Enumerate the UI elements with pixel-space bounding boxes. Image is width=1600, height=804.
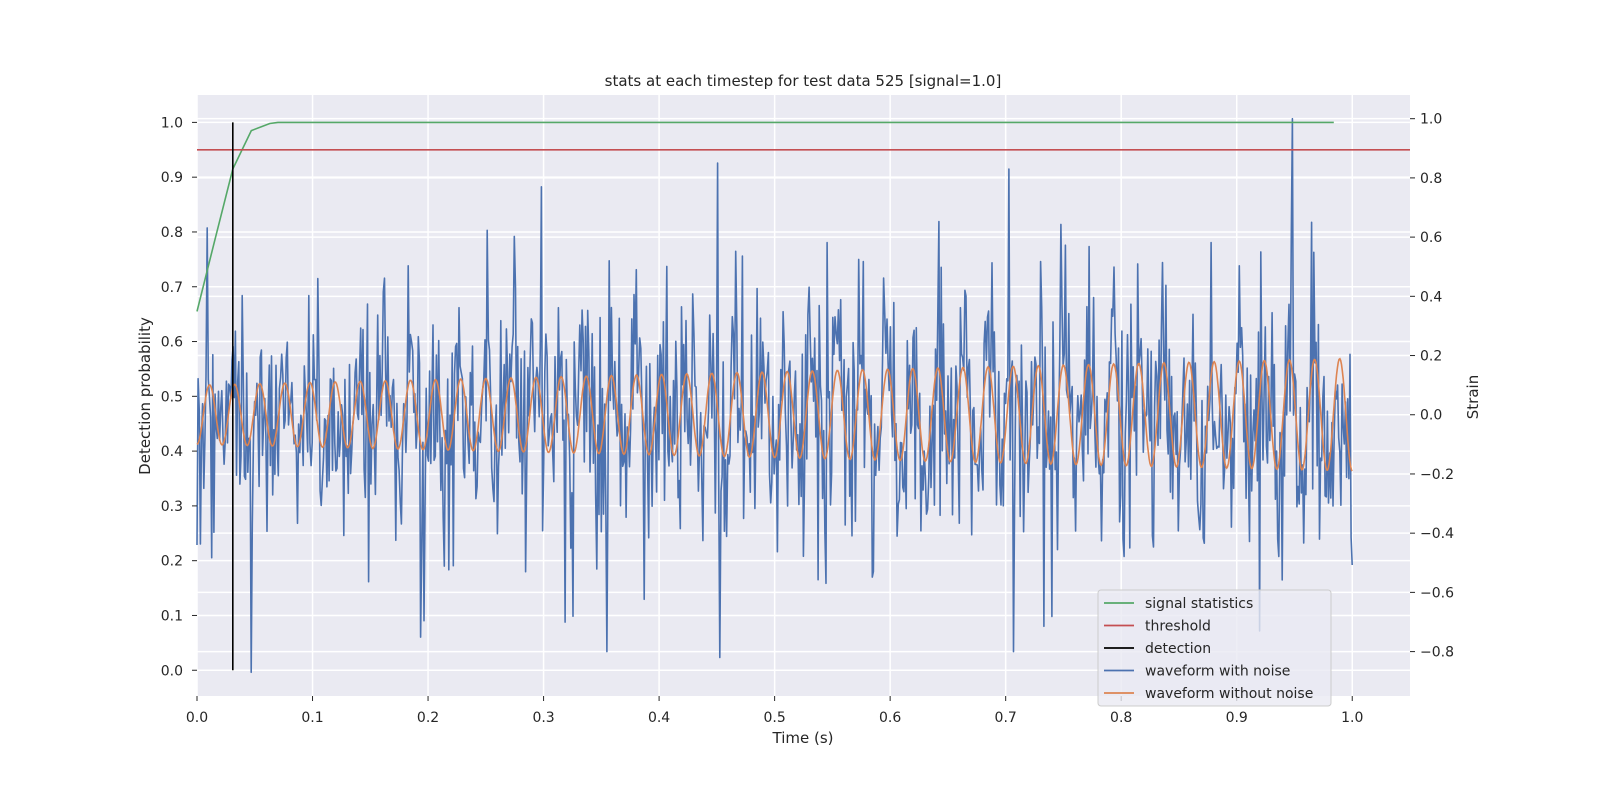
legend-label: waveform with noise [1145,664,1290,680]
x-tick-label: 0.1 [301,710,323,726]
x-tick-label: 0.5 [763,710,785,726]
y-left-tick-label: 0.2 [161,554,183,570]
x-tick-label: 0.6 [879,710,901,726]
right-y-axis-label: Strain [1464,375,1482,419]
legend-label: detection [1145,641,1211,657]
y-left-tick-label: 0.7 [161,280,183,296]
y-left-tick-label: 0.4 [161,444,183,460]
left-y-axis-label: Detection probability [136,317,154,475]
x-tick-label: 0.0 [186,710,208,726]
legend-label: threshold [1145,619,1211,635]
y-left-tick-label: 0.8 [161,225,183,241]
y-left-tick-label: 0.3 [161,499,183,515]
chart-title: stats at each timestep for test data 525… [605,72,1002,90]
x-tick-label: 0.9 [1226,710,1248,726]
y-right-tick-label: 1.0 [1420,112,1442,128]
x-tick-label: 0.8 [1110,710,1132,726]
signal-statistics-line [196,121,1334,312]
y-right-tick-label: 0.8 [1420,171,1442,187]
legend-frame [1097,589,1332,707]
y-left-tick-label: 1.0 [161,115,183,131]
x-tick-label: 0.2 [417,710,439,726]
x-tick-label: 1.0 [1341,710,1363,726]
legend-label: waveform without noise [1145,686,1313,702]
x-tick-label: 0.7 [995,710,1017,726]
legend: signal statistics threshold detection wavef… [1097,589,1332,707]
y-left-tick-label: 0.0 [161,663,183,679]
y-left-tick-label: 0.9 [161,170,183,186]
axes: 0.0 0.1 0.2 0.3 0.4 0.5 0.6 0.7 0.8 0.9 1.0 0.0 0.1 0… [161,112,1454,726]
y-right-tick-label: −0.2 [1420,467,1454,483]
x-tick-label: 0.4 [648,710,670,726]
y-right-tick-label: −0.4 [1420,526,1454,542]
y-left-tick-label: 0.6 [161,335,183,351]
y-right-tick-label: 0.6 [1420,230,1442,246]
x-tick-label: 0.3 [532,710,554,726]
y-right-tick-label: 0.0 [1420,408,1442,424]
y-left-tick-label: 0.5 [161,389,183,405]
waveform-without-noise-line [196,357,1353,472]
series-layer [196,117,1410,674]
y-left-tick-label: 0.1 [161,608,183,624]
y-right-tick-label: −0.8 [1420,645,1454,661]
y-right-tick-label: 0.4 [1420,289,1442,305]
x-axis-label: Time (s) [772,729,834,747]
y-right-tick-label: −0.6 [1420,585,1454,601]
y-right-tick-label: 0.2 [1420,349,1442,365]
legend-label: signal statistics [1145,596,1253,612]
